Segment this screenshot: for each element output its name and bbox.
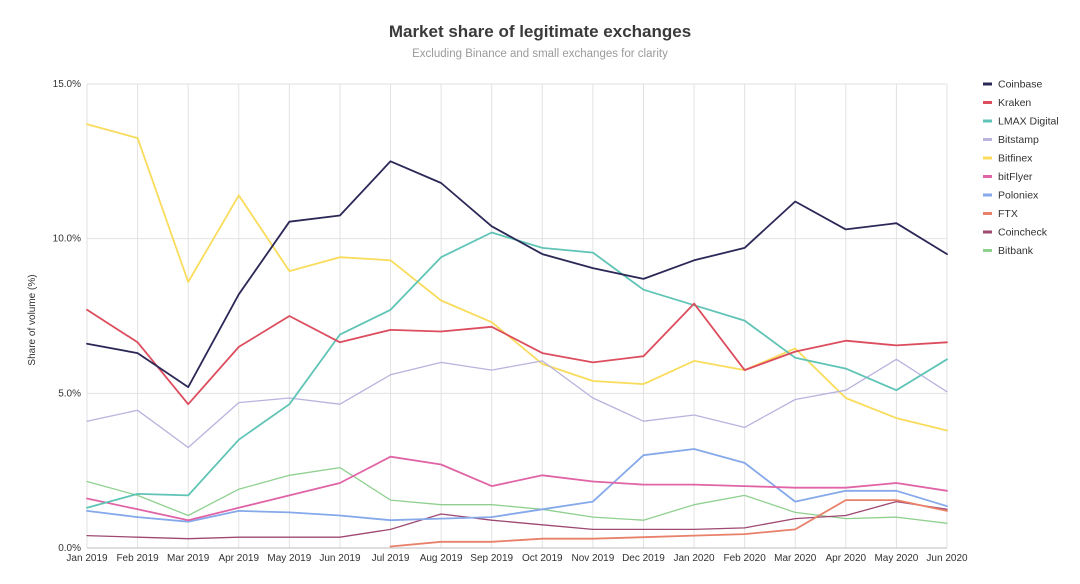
y-axis: 0.0% 5.0% 10.0% 15.0% [53,79,81,554]
legend-label-coinbase: Coinbase [998,79,1043,91]
legend-label-lmax-digital: LMAX Digital [998,116,1059,128]
x-tick-label: Jan 2020 [673,553,715,564]
chart-subtitle: Excluding Binance and small exchanges fo… [412,48,668,60]
x-tick-label: May 2019 [267,553,311,564]
x-tick-label: Apr 2020 [826,553,867,564]
legend-label-kraken: Kraken [998,97,1031,109]
y-axis-label: Share of volume (%) [27,274,38,365]
legend-label-poloniex: Poloniex [998,190,1039,202]
series-lines [86,123,948,548]
x-tick-label: Oct 2019 [522,553,563,564]
series-line-bitbank [86,466,948,524]
legend-label-bitfinex: Bitfinex [998,153,1033,165]
series-line-bitfinex [86,123,948,432]
y-tick-label: 10.0% [53,234,81,245]
legend-label-coincheck: Coincheck [998,227,1048,239]
x-tick-label: Mar 2020 [774,553,817,564]
x-tick-label: Jun 2020 [926,553,968,564]
legend: Coinbase Kraken LMAX Digital Bitstamp Bitfin… [983,79,1059,257]
series-line-kraken [86,302,948,406]
y-tick-label: 5.0% [58,388,81,399]
x-tick-label: Jul 2019 [372,553,410,564]
x-tick-label: Dec 2019 [622,553,665,564]
x-tick-label: Sep 2019 [470,553,513,564]
chart-title: Market share of legitimate exchanges [389,22,691,41]
x-axis: Jan 2019 Feb 2019 Mar 2019 Apr 2019 May 2019… [66,553,968,564]
x-tick-label: Feb 2020 [724,553,767,564]
legend-label-bitbank: Bitbank [998,245,1034,257]
legend-label-bitstamp: Bitstamp [998,134,1039,146]
legend-label-ftx: FTX [998,208,1018,220]
y-tick-label: 15.0% [53,79,81,90]
x-tick-label: Aug 2019 [420,553,463,564]
series-line-ftx [389,499,948,548]
legend-label-bitflyer: bitFlyer [998,171,1033,183]
x-tick-label: May 2020 [874,553,918,564]
grid [86,83,948,549]
x-tick-label: Mar 2019 [167,553,210,564]
series-line-coinbase [86,160,948,388]
x-tick-label: Apr 2019 [218,553,259,564]
series-line-coincheck [86,500,948,540]
x-tick-label: Feb 2019 [116,553,159,564]
series-line-bitflyer [86,455,948,522]
x-tick-label: Jan 2019 [66,553,108,564]
x-tick-label: Nov 2019 [571,553,614,564]
series-line-bitstamp [86,358,948,449]
series-line-poloniex [86,448,948,523]
y-tick-label: 0.0% [58,543,81,554]
x-tick-label: Jun 2019 [319,553,361,564]
